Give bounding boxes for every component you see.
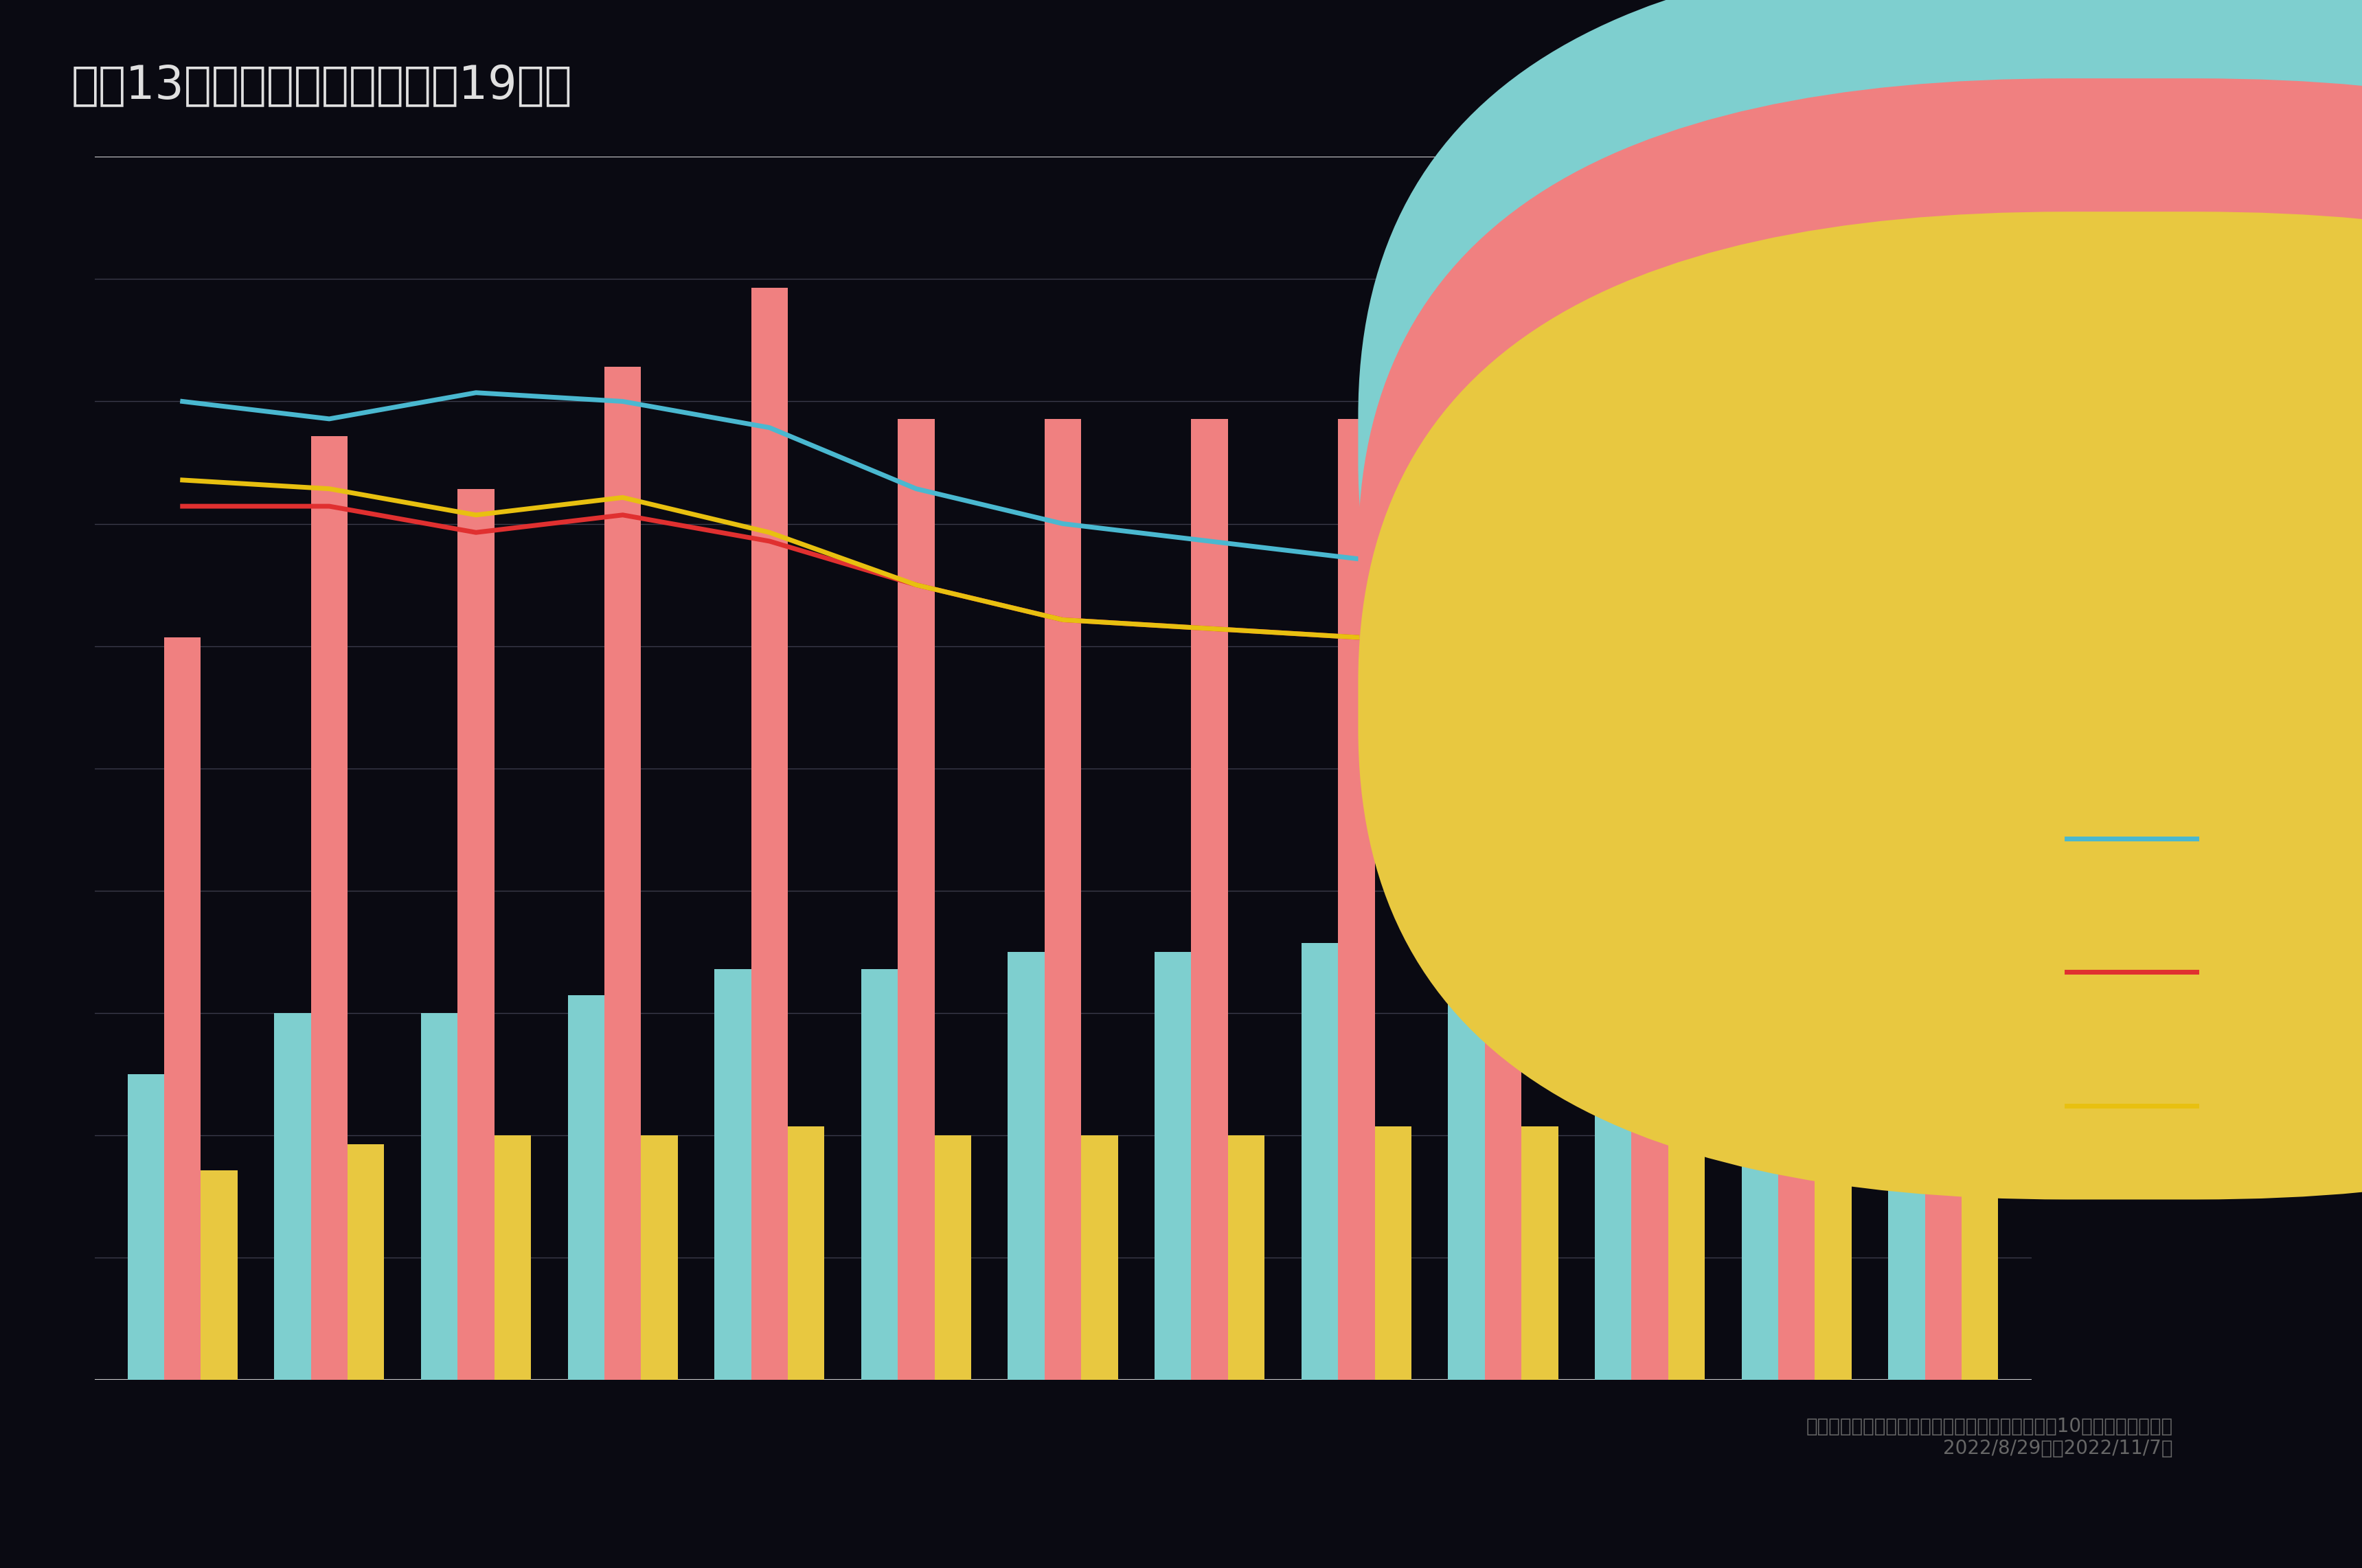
Bar <box>1190 419 1228 1380</box>
Bar <box>898 419 935 1380</box>
Bar <box>1960 1126 1998 1380</box>
Bar <box>201 1170 239 1380</box>
Bar <box>1668 1135 1705 1380</box>
Bar <box>1887 917 1925 1380</box>
Bar <box>1741 935 1779 1380</box>
Bar <box>1632 419 1668 1380</box>
Bar <box>274 1013 312 1380</box>
Bar <box>1779 419 1814 1380</box>
Bar <box>789 1126 824 1380</box>
Bar <box>1301 942 1337 1380</box>
Bar <box>1448 935 1486 1380</box>
Text: 直近13週の人口推移　平日・19時台: 直近13週の人口推移 平日・19時台 <box>71 63 572 108</box>
Text: データ：モバイル空間統計　国内人口分布統計　10分リアルタイム版
2022/8/29週～2022/11/7日: データ：モバイル空間統計 国内人口分布統計 10分リアルタイム版 2022/8/… <box>1807 1417 2173 1458</box>
Bar <box>458 489 494 1380</box>
Bar <box>1337 419 1375 1380</box>
Bar <box>312 436 347 1380</box>
Bar <box>1082 1135 1117 1380</box>
Bar <box>1375 1126 1412 1380</box>
Bar <box>1486 367 1521 1380</box>
Bar <box>1044 419 1082 1380</box>
Bar <box>1521 1126 1559 1380</box>
Bar <box>1228 1135 1264 1380</box>
Bar <box>420 1013 458 1380</box>
Bar <box>751 289 789 1380</box>
Bar <box>567 996 605 1380</box>
Bar <box>347 1145 385 1380</box>
Bar <box>494 1135 531 1380</box>
Bar <box>935 1135 971 1380</box>
Bar <box>862 969 898 1380</box>
Bar <box>1925 331 1960 1380</box>
Bar <box>1155 952 1190 1380</box>
Bar <box>640 1135 678 1380</box>
Bar <box>128 1074 165 1380</box>
Bar <box>605 367 640 1380</box>
Bar <box>1814 1135 1852 1380</box>
Bar <box>713 969 751 1380</box>
Bar <box>165 637 201 1380</box>
Bar <box>1009 952 1044 1380</box>
Bar <box>1594 935 1632 1380</box>
